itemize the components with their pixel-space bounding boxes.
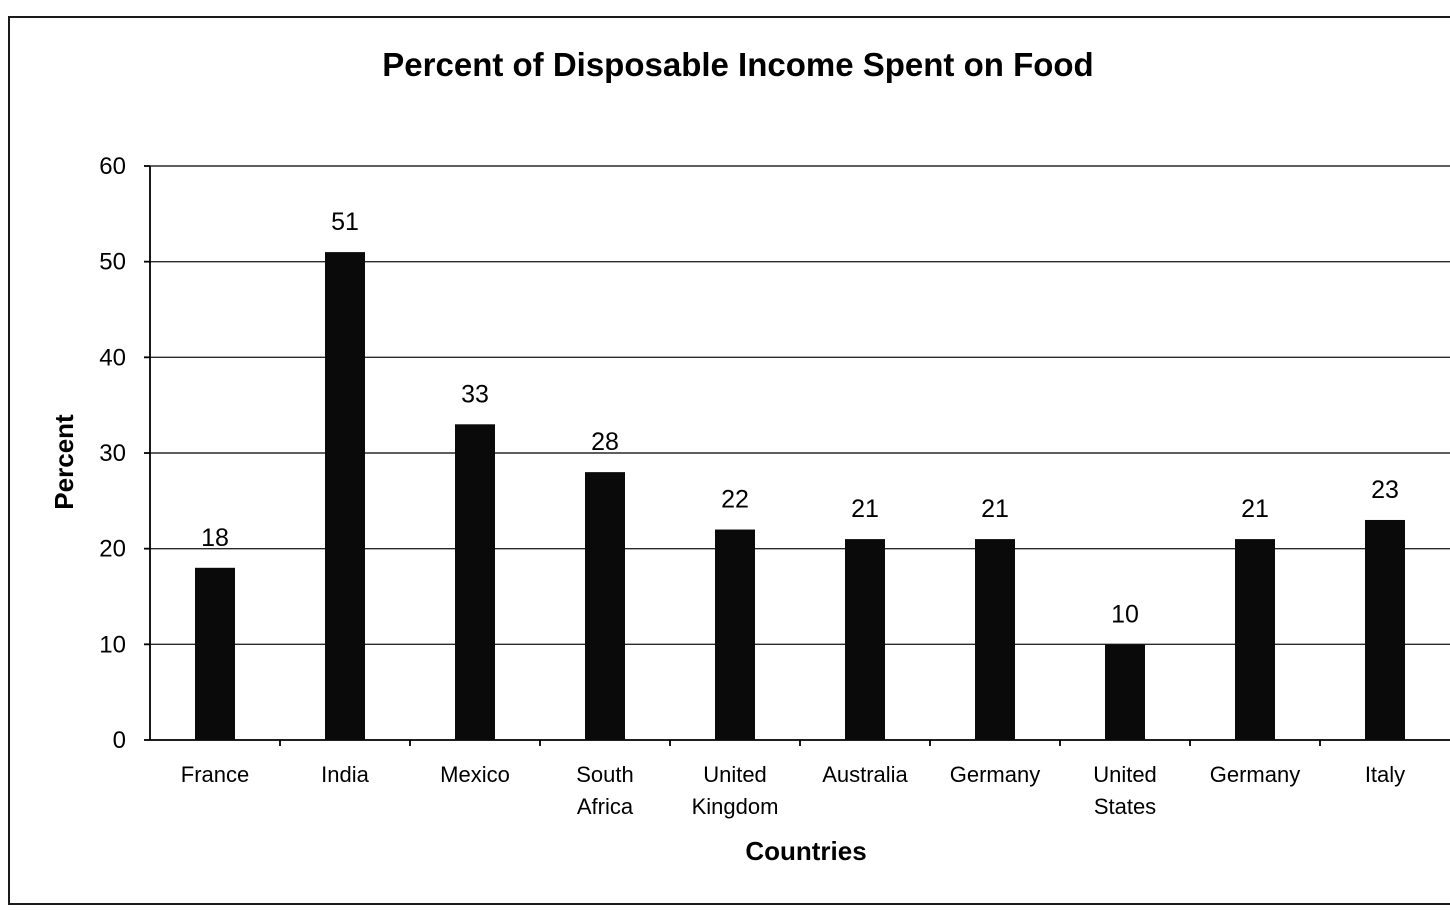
bar-8 xyxy=(1235,539,1275,740)
data-label-4: 22 xyxy=(721,486,749,514)
bar-3 xyxy=(585,472,625,740)
y-tick-label-20: 20 xyxy=(99,536,126,563)
category-label-line: States xyxy=(1094,794,1156,819)
y-tick-label-30: 30 xyxy=(99,440,126,467)
chart-title: Percent of Disposable Income Spent on Fo… xyxy=(382,46,1093,83)
axes xyxy=(144,165,1450,746)
data-label-2: 33 xyxy=(461,380,489,408)
category-labels: France India Mexico South Africa United Kingdo… xyxy=(181,762,1405,819)
category-label-line: United xyxy=(703,762,767,787)
category-label-line: Germany xyxy=(1210,762,1300,787)
data-label-3: 28 xyxy=(591,428,619,456)
data-label-5: 21 xyxy=(851,495,879,523)
y-tick-label-60: 60 xyxy=(99,153,126,180)
category-label-line: France xyxy=(181,762,249,787)
gridlines xyxy=(150,165,1450,646)
category-label-3: South Africa xyxy=(576,762,634,819)
category-label-5: Australia xyxy=(822,762,908,787)
category-label-line: Italy xyxy=(1365,762,1405,787)
category-label-8: Germany xyxy=(1210,762,1300,787)
category-label-4: United Kingdom xyxy=(692,762,779,819)
y-tick-labels: 0 10 20 30 40 50 60 xyxy=(99,153,126,754)
category-label-line: Australia xyxy=(822,762,908,787)
bars xyxy=(195,252,1405,740)
y-tick-label-10: 10 xyxy=(99,631,126,658)
data-label-6: 21 xyxy=(981,495,1009,523)
data-label-8: 21 xyxy=(1241,495,1269,523)
category-label-line: Mexico xyxy=(440,762,510,787)
data-labels: 18 51 33 28 22 21 21 10 21 23 xyxy=(201,208,1399,628)
y-tick-label-0: 0 xyxy=(113,727,126,754)
category-label-1: India xyxy=(321,762,369,787)
y-tick-label-50: 50 xyxy=(99,249,126,276)
bar-6 xyxy=(975,539,1015,740)
bar-5 xyxy=(845,539,885,740)
category-label-line: South xyxy=(576,762,634,787)
y-tick-label-40: 40 xyxy=(99,344,126,371)
bar-7 xyxy=(1105,644,1145,740)
data-label-1: 51 xyxy=(331,208,359,236)
data-label-9: 23 xyxy=(1371,476,1399,504)
data-label-0: 18 xyxy=(201,524,229,552)
category-label-2: Mexico xyxy=(440,762,510,787)
bar-9 xyxy=(1365,519,1405,740)
bar-0 xyxy=(195,567,235,740)
category-label-7: United States xyxy=(1093,762,1157,819)
data-label-7: 10 xyxy=(1111,600,1139,628)
category-label-line: Africa xyxy=(577,794,634,819)
y-axis-title: Percent xyxy=(49,414,79,510)
category-label-line: United xyxy=(1093,762,1157,787)
category-label-0: France xyxy=(181,762,249,787)
category-label-line: Germany xyxy=(950,762,1040,787)
category-label-6: Germany xyxy=(950,762,1040,787)
bar-2 xyxy=(455,424,495,740)
x-axis-title: Countries xyxy=(745,836,866,866)
bar-1 xyxy=(325,252,365,740)
category-label-line: Kingdom xyxy=(692,794,779,819)
category-label-line: India xyxy=(321,762,369,787)
chart-frame xyxy=(8,16,1450,905)
bar-4 xyxy=(715,529,755,740)
category-label-9: Italy xyxy=(1365,762,1405,787)
